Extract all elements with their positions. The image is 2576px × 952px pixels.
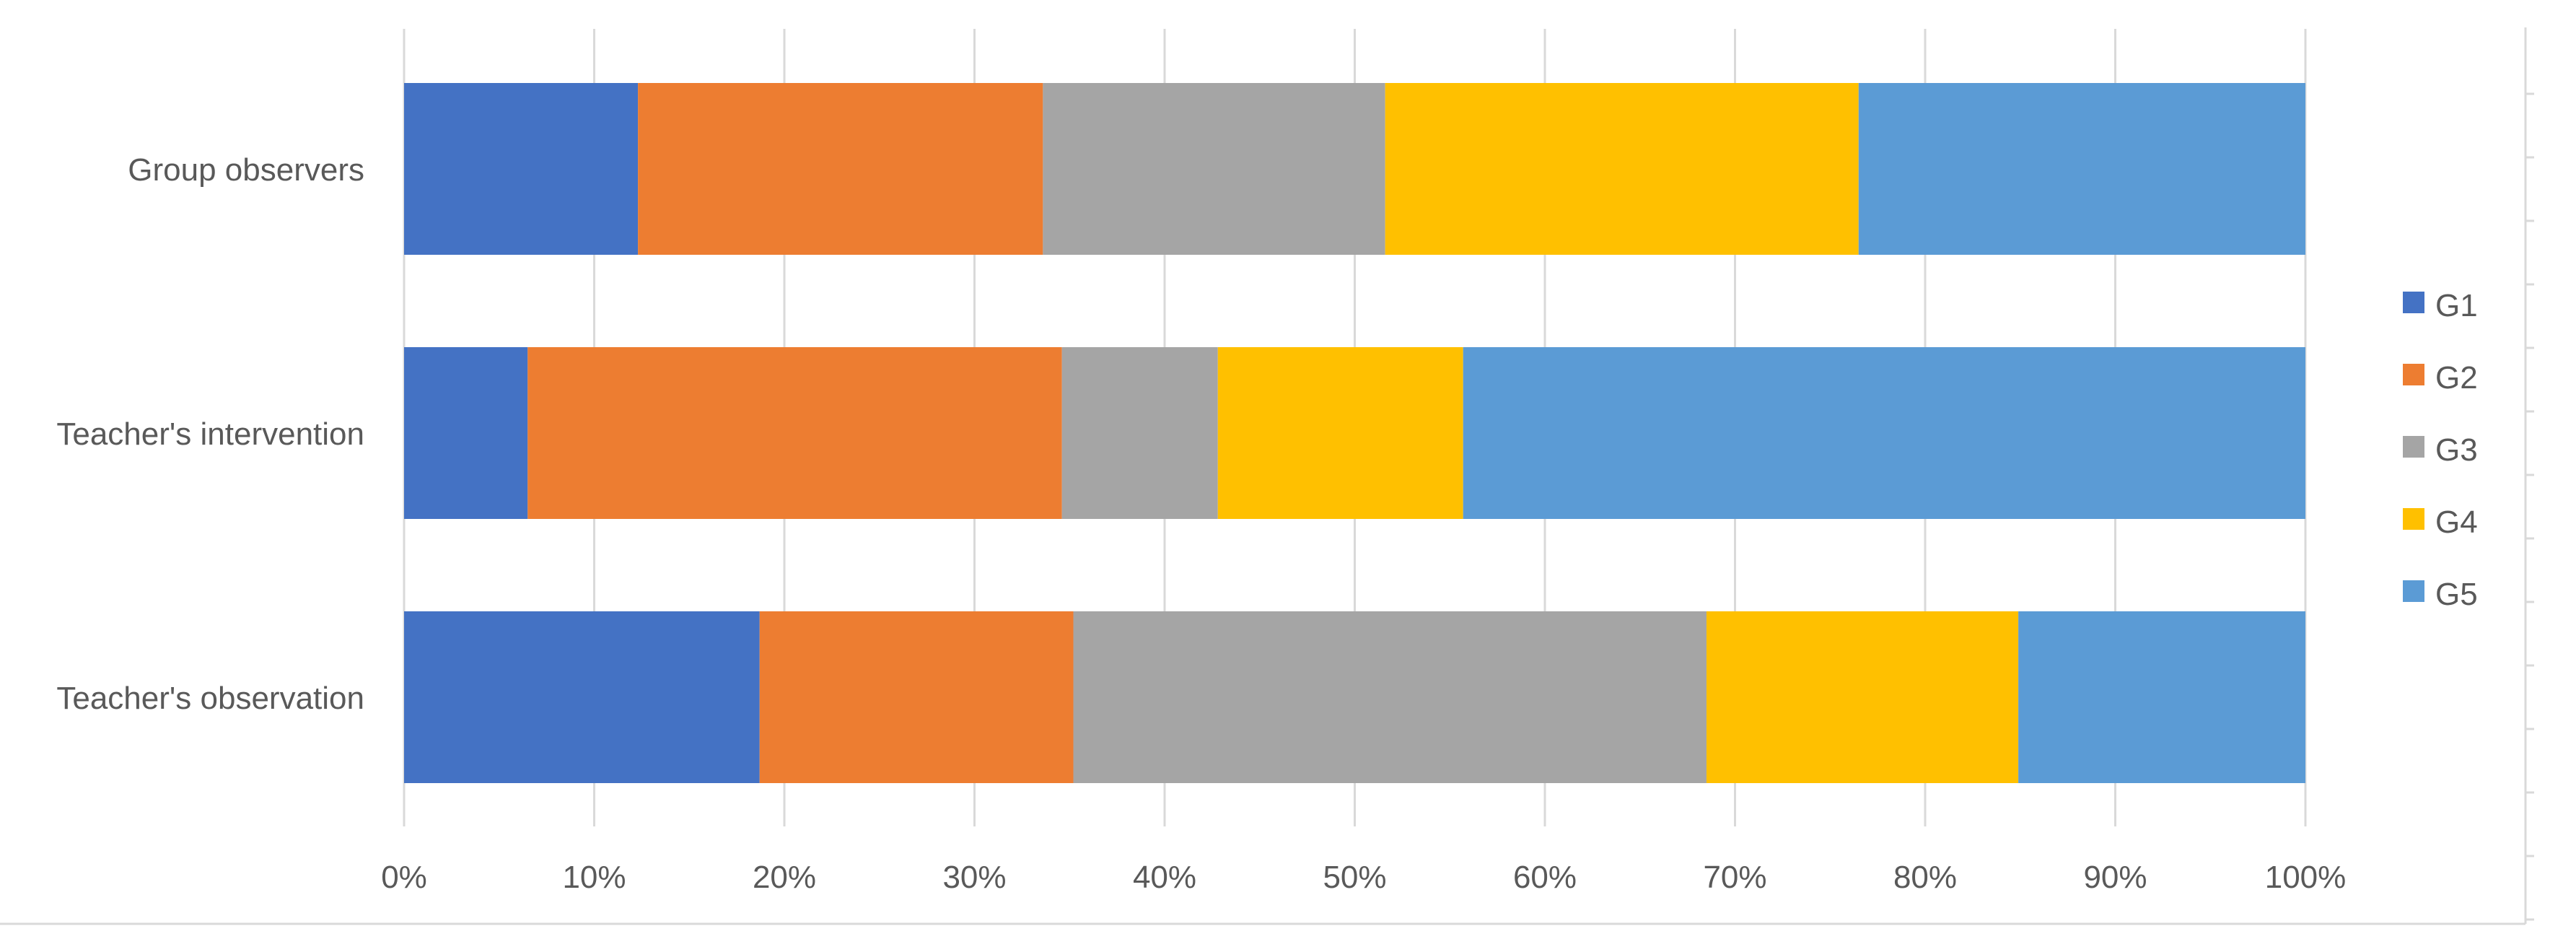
x-tick-label: 60% <box>1513 860 1577 895</box>
bar-segment-g5 <box>1858 83 2305 255</box>
x-tick-label: 70% <box>1703 860 1766 895</box>
bar-segment-g3 <box>1061 347 1218 519</box>
bar-segment-g1 <box>404 83 639 255</box>
x-tick-label: 80% <box>1893 860 1957 895</box>
legend-swatch-g5 <box>2403 580 2424 602</box>
x-axis-tick-labels: 0% 10% 20% 30% 40% 50% 60% 70% 80% 90% 100% <box>381 860 2346 895</box>
legend-label-g4: G4 <box>2435 505 2478 540</box>
x-tick-label: 20% <box>753 860 816 895</box>
bar-segment-g4 <box>1385 83 1859 255</box>
x-tick-label: 50% <box>1323 860 1386 895</box>
legend-label-g1: G1 <box>2435 288 2478 323</box>
bars <box>404 83 2305 783</box>
legend: G1 G2 G3 G4 G5 <box>2403 288 2478 612</box>
legend-label-g2: G2 <box>2435 360 2478 396</box>
bar-segment-g2 <box>527 347 1062 519</box>
bar-segment-g4 <box>1706 611 2019 783</box>
bar-segment-g5 <box>1463 347 2305 519</box>
legend-swatch-g1 <box>2403 292 2424 313</box>
bar-segment-g1 <box>404 347 528 519</box>
bar-segment-g2 <box>638 83 1043 255</box>
category-label: Teacher's observation <box>56 681 364 716</box>
bar-segment-g4 <box>1217 347 1463 519</box>
legend-swatch-g2 <box>2403 364 2424 385</box>
x-tick-label: 100% <box>2265 860 2347 895</box>
x-tick-label: 90% <box>2083 860 2147 895</box>
x-tick-label: 40% <box>1133 860 1196 895</box>
bar-segment-g1 <box>404 611 760 783</box>
legend-label-g3: G3 <box>2435 432 2478 468</box>
category-labels: Group observers Teacher's intervention Tea… <box>56 152 364 716</box>
chart-frame <box>0 27 2534 925</box>
bar-segment-g2 <box>759 611 1074 783</box>
bar-segment-g5 <box>2018 611 2305 783</box>
legend-swatch-g4 <box>2403 508 2424 530</box>
legend-swatch-g3 <box>2403 436 2424 458</box>
category-label: Group observers <box>128 152 364 188</box>
bar-segment-g3 <box>1073 611 1707 783</box>
x-tick-label: 30% <box>942 860 1006 895</box>
legend-label-g5: G5 <box>2435 577 2478 612</box>
category-label: Teacher's intervention <box>56 416 364 452</box>
x-tick-label: 10% <box>562 860 626 895</box>
bar-segment-g3 <box>1043 83 1385 255</box>
x-tick-label: 0% <box>381 860 427 895</box>
